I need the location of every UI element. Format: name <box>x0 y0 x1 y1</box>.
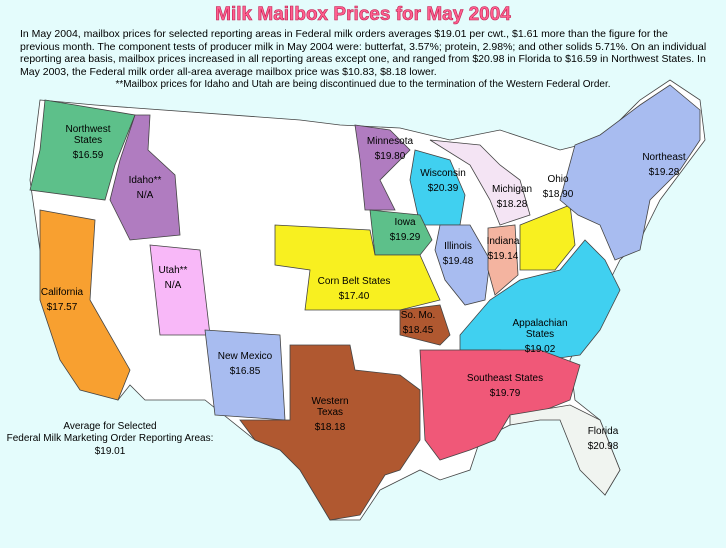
region-name: Utah** <box>159 265 188 276</box>
region-name: Corn Belt States <box>318 276 391 287</box>
region-price: $17.57 <box>47 302 78 313</box>
region-name: So. Mo. <box>401 310 435 321</box>
region-name: Florida <box>588 426 619 437</box>
average-price: $19.01 <box>95 446 126 457</box>
region-name: Western Texas <box>311 396 348 418</box>
note: **Mailbox prices for Idaho and Utah are … <box>115 79 611 90</box>
region-name: Northwest States <box>65 124 110 146</box>
corn-belt-region <box>274 224 441 311</box>
region-name: Illinois <box>444 241 472 252</box>
northeast-region <box>559 84 701 261</box>
region-price: $20.98 <box>588 441 619 452</box>
region-price: $17.40 <box>339 291 370 302</box>
region-name: Northeast <box>642 152 686 163</box>
michigan-region <box>429 139 531 226</box>
iowa-region <box>369 209 433 256</box>
region-name: Indiana <box>487 236 520 247</box>
region-name: Southeast States <box>467 373 543 384</box>
region-price: N/A <box>165 280 182 291</box>
region-price: $19.80 <box>375 151 406 162</box>
region-name: California <box>41 287 84 298</box>
region-name: Michigan <box>492 184 532 195</box>
so-mo-region <box>399 304 451 346</box>
region-price: N/A <box>137 190 154 201</box>
region-price: $19.79 <box>490 388 521 399</box>
southeast-region <box>419 349 581 461</box>
region-name: Iowa <box>394 217 416 228</box>
illinois-region <box>434 224 491 306</box>
region-name: Minnesota <box>367 136 414 147</box>
region-name: Wisconsin <box>420 168 466 179</box>
region-price: $19.48 <box>443 256 474 267</box>
region-price: $19.02 <box>525 344 556 355</box>
region-price: $19.29 <box>390 232 421 243</box>
idaho-region <box>109 114 181 241</box>
region-price: $16.59 <box>73 150 104 161</box>
region-price: $19.28 <box>649 167 680 178</box>
region-price: $20.39 <box>428 183 459 194</box>
region-name: New Mexico <box>218 351 273 362</box>
california-region <box>39 209 131 401</box>
indiana-region <box>487 224 519 296</box>
region-price: $19.14 <box>488 251 519 262</box>
region-name: Appalachian States <box>512 318 567 340</box>
region-name: Idaho** <box>129 175 162 186</box>
minnesota-region <box>354 124 411 211</box>
region-price: $16.85 <box>230 366 261 377</box>
florida-region <box>509 404 621 496</box>
region-labels: Northwest States $16.59 Idaho** N/A Californi… <box>41 124 686 452</box>
intro-text: In May 2004, mailbox prices for selected… <box>20 28 707 78</box>
region-price: $18.28 <box>497 199 528 210</box>
western-texas-region <box>239 344 421 521</box>
region-price: $18.18 <box>315 422 346 433</box>
region-name: Ohio <box>547 174 569 185</box>
region-price: $18.45 <box>403 325 434 336</box>
region-price: $18.90 <box>543 189 574 200</box>
average-label: Average for Selected Federal Milk Marketi… <box>7 421 214 444</box>
ohio-region <box>519 204 576 271</box>
title: Milk Mailbox Prices for May 2004 <box>215 4 511 26</box>
